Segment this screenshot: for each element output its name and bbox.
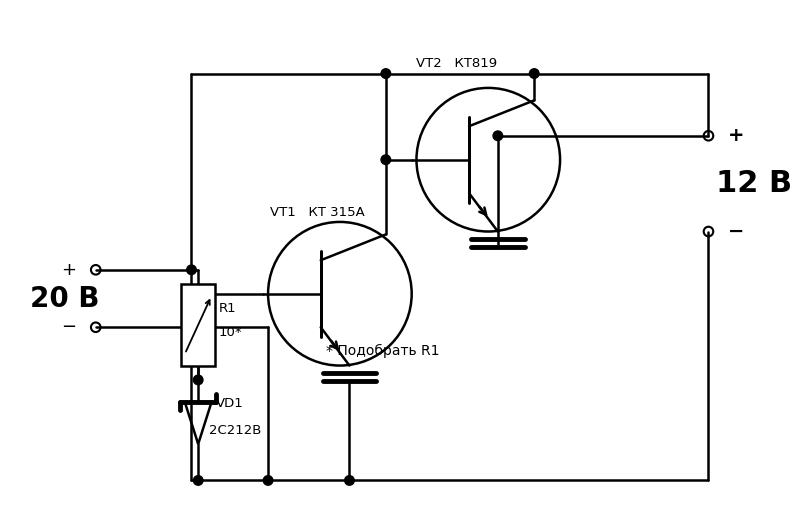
Text: −: − [62,318,77,336]
Circle shape [263,476,273,485]
Text: VT2   КТ819: VT2 КТ819 [417,57,498,71]
Text: VT1   КТ 315А: VT1 КТ 315А [270,206,365,219]
Circle shape [345,476,354,485]
Circle shape [381,68,390,79]
Text: R1: R1 [218,302,236,314]
Circle shape [186,265,196,275]
Circle shape [530,68,539,79]
Text: +: + [62,261,77,279]
Bar [181,284,215,365]
Text: +: + [728,126,744,145]
Text: 10*: 10* [218,326,242,339]
Text: 20 В: 20 В [30,285,100,313]
Circle shape [381,155,390,165]
Text: 12 В: 12 В [716,169,792,198]
Text: 2С212В: 2С212В [209,424,261,437]
Text: VD1: VD1 [215,397,243,410]
Text: * Подобрать R1: * Подобрать R1 [326,344,439,358]
Circle shape [493,131,502,141]
Circle shape [194,476,203,485]
Circle shape [194,375,203,384]
Text: −: − [728,222,744,241]
